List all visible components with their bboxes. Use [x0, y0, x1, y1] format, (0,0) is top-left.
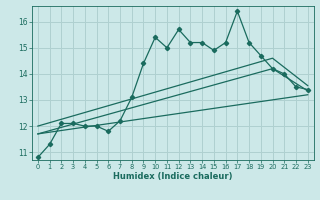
X-axis label: Humidex (Indice chaleur): Humidex (Indice chaleur) — [113, 172, 233, 181]
